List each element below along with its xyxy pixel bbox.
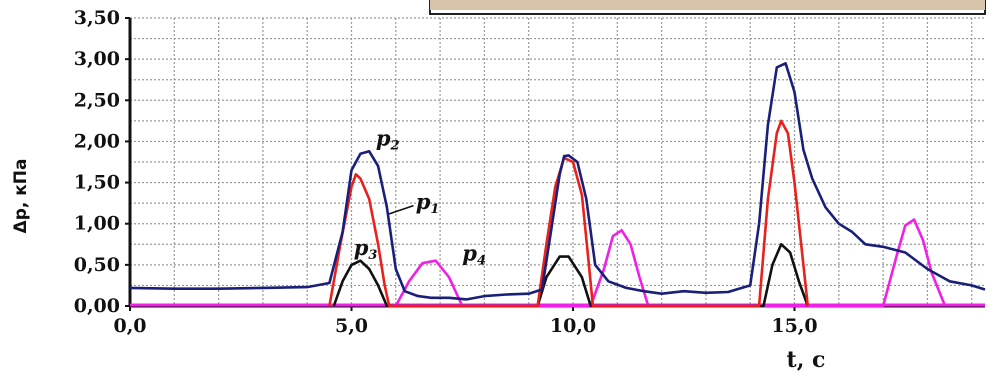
y-tick-label: 0,00 [74, 295, 120, 317]
curve-label-p1: p1 [416, 189, 440, 217]
x-tick-label: 0,0 [113, 315, 146, 337]
y-tick-label: 1,00 [74, 213, 120, 235]
series-layer [129, 62, 986, 308]
inset-image-strip [430, 0, 985, 10]
y-tick-label: 3,50 [74, 7, 120, 29]
series-line-p1 [328, 119, 810, 308]
x-axis-label: t, с [787, 347, 826, 373]
series-line-p3 [332, 243, 810, 308]
y-tick-label: 2,00 [74, 130, 120, 152]
curve-label-p4: p4 [462, 241, 486, 269]
y-tick-label: 0,50 [74, 254, 120, 276]
x-tick-label: 15,0 [771, 315, 817, 337]
series-line-p2 [129, 62, 986, 301]
y-tick-label: 3,00 [74, 48, 120, 70]
series-line-p4 [394, 218, 947, 308]
curve-label-p3: p3 [354, 235, 378, 263]
grid [130, 17, 985, 306]
tick-labels: 0,00 0,50 1,00 1,50 2,00 2,50 3,00 3,50 0,0 5,0 10… [74, 7, 818, 337]
curve-labels: p2 p1 p3 p4 [354, 126, 486, 269]
y-tick-label: 2,50 [74, 89, 120, 111]
p1-leader-line [388, 204, 414, 215]
curve-label-p2: p2 [376, 126, 400, 154]
x-tick-label: 10,0 [550, 315, 596, 337]
y-tick-label: 1,50 [74, 172, 120, 194]
x-tick-label: 5,0 [335, 315, 368, 337]
y-axis-label: Δp, кПа [11, 159, 31, 234]
